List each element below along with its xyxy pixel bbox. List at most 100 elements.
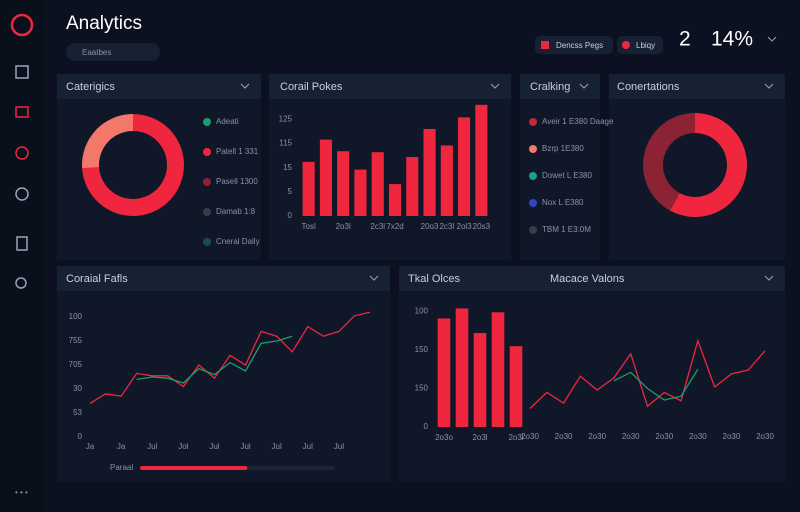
- panel-header: [520, 74, 600, 99]
- panel-title: Cralking: [530, 81, 570, 93]
- nav-home[interactable]: [15, 65, 29, 79]
- x-tick-label: Jul: [334, 442, 344, 451]
- panel-header: [399, 266, 785, 291]
- panel-title: Corail Pokes: [280, 81, 343, 93]
- y-tick-label: 30: [73, 384, 82, 393]
- x-tick-label: 2o3o: [435, 433, 453, 442]
- pie-slice: [82, 114, 133, 169]
- y-tick-label: 705: [69, 360, 83, 369]
- logo[interactable]: [10, 13, 34, 37]
- panel-header: [57, 266, 390, 291]
- nav-docs[interactable]: [15, 106, 29, 118]
- y-tick-label: 5: [288, 187, 293, 196]
- x-tick-label: Tosl: [302, 222, 316, 231]
- nav-time[interactable]: [15, 187, 29, 201]
- x-tick-label: 2o30: [555, 432, 573, 441]
- nav-search[interactable]: [15, 277, 27, 289]
- legend-label: Damab 1:8: [216, 207, 256, 216]
- button[interactable]: [617, 36, 663, 54]
- chevron[interactable]: [240, 83, 250, 89]
- x-tick-label: Ja: [86, 442, 95, 451]
- x-tick-label: Ja: [117, 442, 126, 451]
- bar: [473, 333, 487, 427]
- bar: [423, 129, 436, 216]
- y-tick-label: 755: [69, 336, 83, 345]
- bar: [319, 139, 332, 216]
- chevron[interactable]: [764, 275, 774, 281]
- x-tick-label: 7x2d: [386, 222, 403, 231]
- x-tick-label: 2o3l: [508, 433, 523, 442]
- chevron[interactable]: [369, 275, 379, 281]
- bar: [354, 169, 367, 216]
- pie-slice: [669, 113, 747, 217]
- x-tick-label: 2o30: [588, 432, 606, 441]
- panel-title: Conertations: [617, 81, 680, 93]
- bar: [475, 104, 488, 216]
- y-tick-label: 150: [415, 345, 429, 354]
- y-tick-label: 0: [288, 211, 293, 220]
- x-tick-label: 20o3: [421, 222, 439, 231]
- chevron[interactable]: [767, 36, 777, 42]
- search-box[interactable]: [66, 43, 160, 61]
- panel: [609, 74, 785, 260]
- nav-icons: [15, 65, 29, 289]
- y-tick-label: 115: [279, 139, 292, 148]
- legend-label: Patell 1 331: [216, 147, 259, 156]
- y-tick-label: 53: [73, 408, 82, 417]
- y-tick-label: 150: [415, 384, 429, 393]
- bar: [509, 346, 523, 427]
- more[interactable]: • • •: [15, 488, 28, 497]
- bar: [371, 152, 384, 216]
- panel: [57, 266, 390, 482]
- sidebar: [0, 0, 45, 512]
- line-series: [136, 335, 293, 384]
- x-tick-label: Jul: [209, 442, 219, 451]
- bar: [491, 312, 505, 427]
- page-title: Analytics: [66, 13, 142, 34]
- legend-label: Nox L E380: [542, 198, 584, 207]
- y-tick-label: 0: [78, 432, 83, 441]
- panel-title: Macace Valons: [550, 273, 625, 285]
- bar: [455, 308, 469, 427]
- x-tick-label: 2o3l: [472, 433, 487, 442]
- button-icon: [622, 41, 630, 49]
- nav-clock[interactable]: [15, 146, 29, 160]
- chevron[interactable]: [579, 83, 589, 89]
- x-tick-label: 2ol3: [457, 222, 473, 231]
- chevron[interactable]: [490, 83, 500, 89]
- nav-clip[interactable]: [16, 236, 28, 251]
- legend-label: Pasell 1300: [216, 177, 258, 186]
- pie-slice: [643, 113, 695, 211]
- legend-label: Aveir 1 E380 Daage: [542, 117, 614, 126]
- progress-label: Paraal: [110, 463, 133, 472]
- x-tick-label: Jul: [303, 442, 313, 451]
- legend-label: Adeati: [216, 117, 239, 126]
- legend-label: Cneral Daily: [216, 237, 260, 246]
- line-series: [89, 311, 371, 404]
- panel-title: Tkal Olces: [408, 273, 460, 285]
- x-tick-label: 2o30: [622, 432, 640, 441]
- panel-header: [57, 74, 261, 99]
- chevron[interactable]: [764, 83, 774, 89]
- x-tick-label: Jul: [272, 442, 282, 451]
- legend-swatch: [203, 148, 211, 156]
- button-icon: [541, 41, 549, 49]
- button[interactable]: [535, 36, 613, 54]
- x-tick-label: 2o3l: [336, 222, 351, 231]
- x-tick-label: 2o30: [689, 432, 707, 441]
- line-series: [529, 338, 766, 409]
- bar: [337, 151, 350, 216]
- stat: 2: [679, 28, 691, 51]
- legend-swatch: [203, 118, 211, 126]
- legend-label: TBM 1 E3:0M: [542, 225, 591, 234]
- bar: [440, 145, 453, 216]
- x-tick-label: 20s3: [473, 222, 491, 231]
- x-tick-label: 2o30: [756, 432, 774, 441]
- x-tick-label: 2c3l: [439, 222, 454, 231]
- x-tick-label: 2o30: [655, 432, 673, 441]
- bar: [406, 157, 419, 216]
- legend-swatch: [203, 178, 211, 186]
- panel-title: Caterigics: [66, 81, 115, 93]
- x-tick-label: 2c3l: [370, 222, 385, 231]
